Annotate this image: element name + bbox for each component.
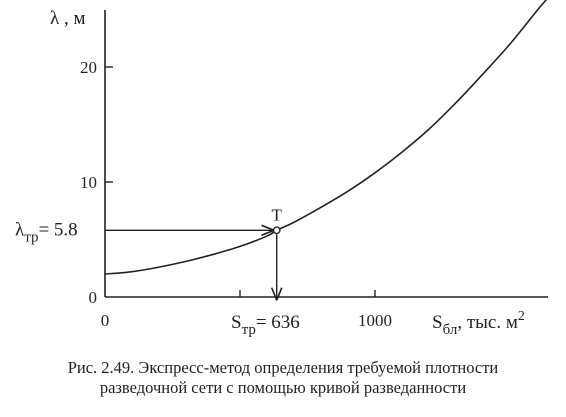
- x-tick-label: 1000: [358, 311, 392, 330]
- y-tick-label: 0: [89, 288, 98, 307]
- y-tick-label: 20: [80, 58, 97, 77]
- y-axis-label: λ , м: [50, 8, 86, 29]
- s-tr-label: Sтр= 636: [231, 312, 300, 338]
- exploration-curve: [104, 0, 548, 275]
- caption-line-1: Рис. 2.49. Экспресс-метод определения тр…: [67, 358, 499, 377]
- point-t-marker: [272, 226, 281, 235]
- annotation-layer: T: [105, 205, 283, 299]
- x-tick-label: 0: [101, 311, 110, 330]
- y-tick-label: 10: [80, 173, 97, 192]
- figure-caption: Рис. 2.49. Экспресс-метод определения тр…: [0, 358, 566, 398]
- ticks: 0 10 20 0 1000: [80, 58, 392, 330]
- x-axis-label: Sбл, тыс. м2: [432, 309, 525, 338]
- lambda-tr-label: λтр= 5.8: [15, 219, 78, 245]
- point-t-label: T: [272, 205, 283, 224]
- axes: [104, 10, 548, 298]
- label-layer: λтр= 5.8 Sтр= 636 λ , м Sбл, тыс. м2: [15, 8, 525, 338]
- curve-layer: [104, 0, 548, 275]
- caption-line-2: разведочной сети с помощью кривой развед…: [99, 378, 467, 397]
